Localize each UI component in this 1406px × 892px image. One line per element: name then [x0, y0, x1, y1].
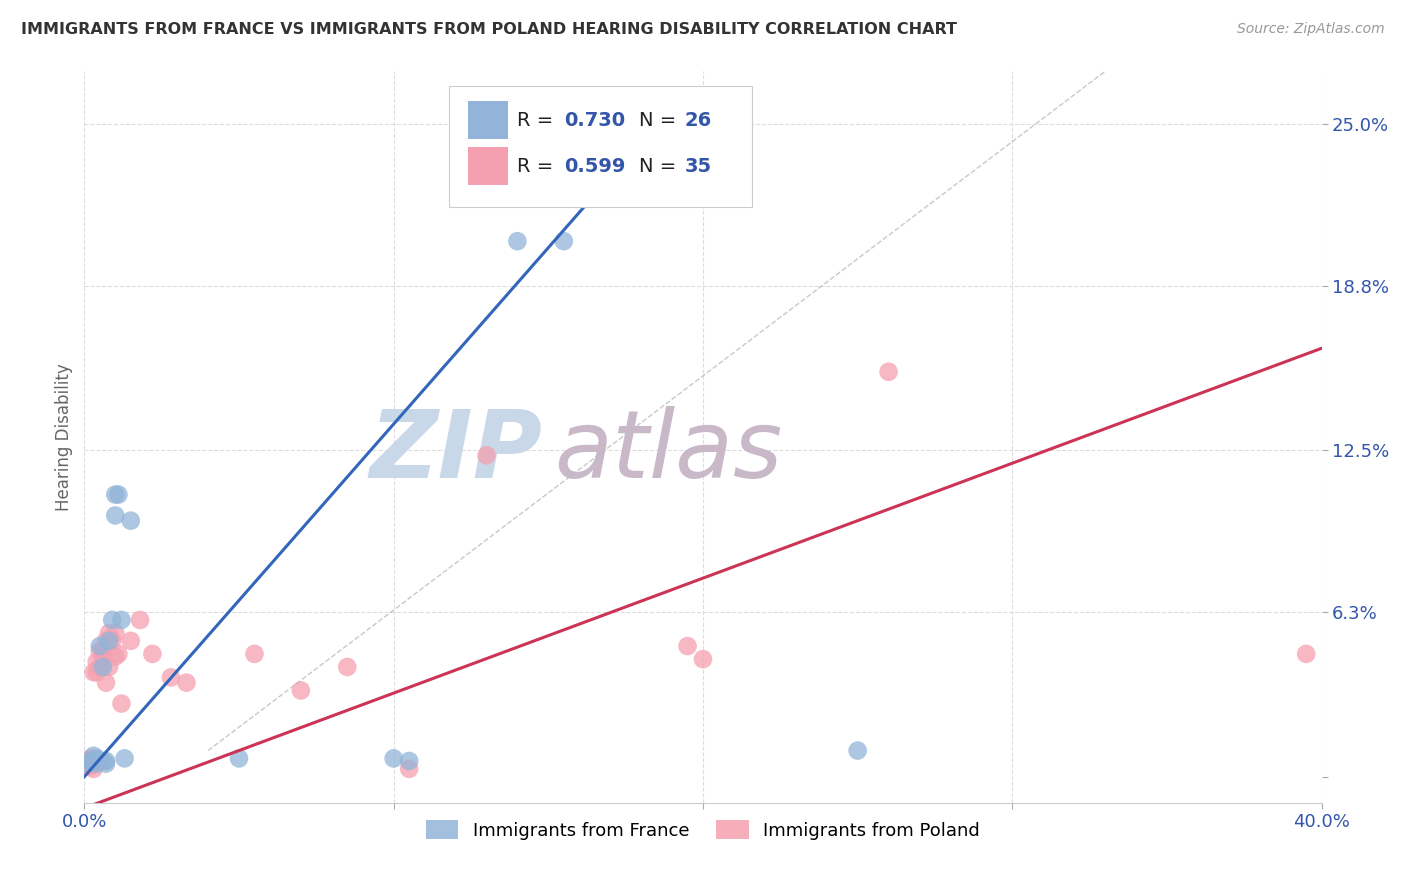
Point [877, 365, 900, 379]
Point [692, 652, 714, 666]
Y-axis label: Hearing Disability: Hearing Disability [55, 363, 73, 511]
Point [91, 649, 114, 664]
Text: R =: R = [517, 157, 560, 176]
Text: R =: R = [517, 111, 560, 130]
Point [98, 633, 121, 648]
Point [290, 683, 312, 698]
Point [110, 613, 132, 627]
FancyBboxPatch shape [468, 147, 508, 186]
Text: ZIP: ZIP [370, 406, 543, 498]
Point [846, 743, 869, 757]
Point [107, 487, 129, 501]
Point [94, 675, 117, 690]
Point [104, 649, 127, 664]
Point [98, 660, 121, 674]
Point [104, 626, 127, 640]
Text: 0.730: 0.730 [564, 111, 626, 130]
Point [104, 508, 127, 523]
Point [114, 751, 136, 765]
Point [398, 762, 420, 776]
Point [83, 754, 105, 768]
Point [94, 754, 117, 768]
Point [160, 670, 183, 684]
Point [101, 633, 124, 648]
Point [86, 665, 108, 680]
Point [676, 639, 699, 653]
Point [91, 644, 114, 658]
Point [228, 751, 250, 765]
Point [475, 449, 498, 463]
Point [83, 762, 105, 776]
Point [176, 675, 198, 690]
Point [141, 647, 163, 661]
Text: 35: 35 [685, 157, 711, 176]
Point [506, 234, 529, 248]
Point [91, 754, 114, 768]
Text: 0.599: 0.599 [564, 157, 626, 176]
Point [79, 759, 101, 773]
Point [104, 487, 127, 501]
Text: N =: N = [638, 111, 682, 130]
Point [398, 754, 420, 768]
Point [76, 754, 98, 768]
Text: N =: N = [638, 157, 682, 176]
Point [336, 660, 359, 674]
Point [1295, 647, 1317, 661]
Text: 26: 26 [685, 111, 711, 130]
Point [94, 633, 117, 648]
FancyBboxPatch shape [450, 86, 752, 207]
Point [79, 754, 101, 768]
Point [83, 665, 105, 680]
Point [243, 647, 266, 661]
FancyBboxPatch shape [468, 102, 508, 139]
Point [76, 759, 98, 773]
Point [86, 751, 108, 765]
Point [83, 748, 105, 763]
Point [107, 647, 129, 661]
Point [120, 633, 142, 648]
Point [79, 751, 101, 765]
Point [91, 660, 114, 674]
Point [101, 613, 124, 627]
Point [98, 626, 121, 640]
Point [86, 655, 108, 669]
Point [129, 613, 152, 627]
Text: Source: ZipAtlas.com: Source: ZipAtlas.com [1237, 22, 1385, 37]
Point [89, 754, 111, 768]
Point [76, 756, 98, 771]
Point [110, 697, 132, 711]
Point [120, 514, 142, 528]
Point [86, 756, 108, 771]
Legend: Immigrants from France, Immigrants from Poland: Immigrants from France, Immigrants from … [416, 811, 990, 848]
Text: IMMIGRANTS FROM FRANCE VS IMMIGRANTS FROM POLAND HEARING DISABILITY CORRELATION : IMMIGRANTS FROM FRANCE VS IMMIGRANTS FRO… [21, 22, 957, 37]
Point [94, 756, 117, 771]
Point [89, 660, 111, 674]
Point [553, 234, 575, 248]
Point [89, 644, 111, 658]
Point [89, 639, 111, 653]
Point [382, 751, 405, 765]
Text: atlas: atlas [554, 406, 783, 497]
